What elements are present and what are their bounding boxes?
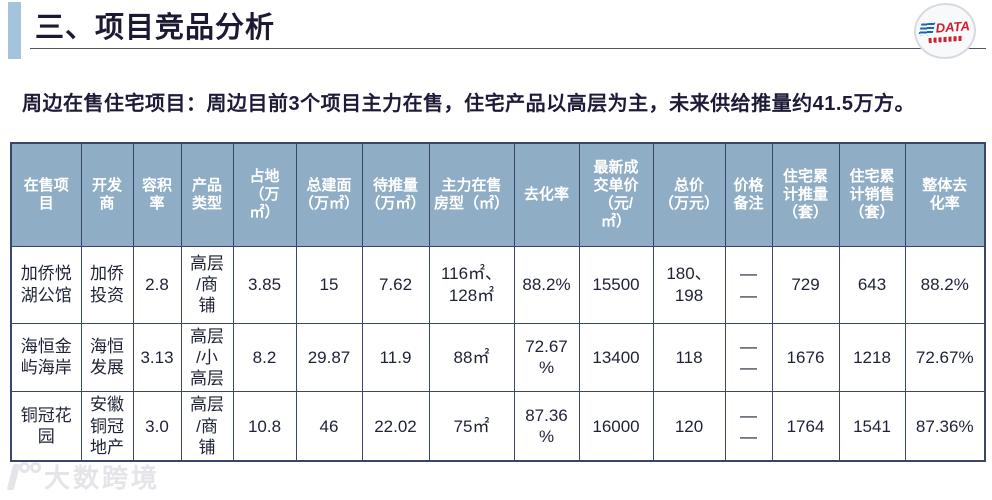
table-cell: 16000 (578, 391, 654, 462)
table-cell: 3.13 (132, 322, 182, 393)
table-cell: 116㎡、 128㎡ (428, 245, 515, 324)
table-cell: 1541 (838, 391, 906, 462)
table-cell: 87.36 % (513, 391, 580, 462)
table-cell: 643 (838, 245, 906, 324)
table-cell: 120 (652, 391, 726, 462)
table-cell: 1764 (771, 391, 840, 462)
table-cell: 118 (652, 322, 726, 393)
table-cell: 1218 (838, 322, 906, 393)
column-header: 待推量 （万㎡） (361, 142, 430, 247)
column-header: 产品 类型 (180, 142, 234, 247)
column-header: 总建面 （万㎡） (295, 142, 363, 247)
watermark: 大数跨境 (6, 458, 160, 495)
logo-text: DATA (935, 18, 971, 36)
table-row: 海恒金 屿海岸 海恒 发展 3.13 高层 /小 高层 8.2 29.87 11.9 88㎡ 7… (10, 322, 986, 393)
table-cell: 729 (771, 245, 840, 324)
table-row: 铜冠花 园安徽 铜冠 地产 3.0 高层 /商 铺 10.8 46 22.02 75㎡ 87.… (10, 391, 986, 462)
table-cell: 高层 /小 高层 (180, 322, 234, 393)
watermark-100-icon (6, 461, 41, 492)
column-header: 容积 率 (132, 142, 182, 247)
column-header: 去化率 (513, 142, 580, 247)
table-cell: 15500 (578, 245, 654, 324)
table-cell: 88㎡ (428, 322, 515, 393)
logo-stripes-icon (918, 22, 936, 36)
table-cell: 8.2 (232, 322, 297, 393)
table-cell: 72.67% (904, 322, 986, 393)
table-cell: 加侨 投资 (80, 245, 134, 324)
competitor-table: 在售项 目开发 商容积 率产品 类型 占地 （万 ㎡） 总建面 （万㎡） 待推量 （万… (10, 142, 986, 462)
column-header: 最新成 交单价 （元/ ㎡） (578, 142, 654, 247)
column-header: 占地 （万 ㎡） (232, 142, 297, 247)
table-cell: 15 (295, 245, 363, 324)
column-header: 在售项 目 (10, 142, 82, 247)
column-header: 总价 （万元） (652, 142, 726, 247)
table-cell: — — (724, 391, 773, 462)
slide-subtitle: 周边在售住宅项目：周边目前3个项目主力在售，住宅产品以高层为主，未来供给推量约4… (22, 93, 916, 115)
table-cell: 22.02 (361, 391, 430, 462)
table-cell: 46 (295, 391, 363, 462)
table-cell: — — (724, 322, 773, 393)
table-cell: 3.85 (232, 245, 297, 324)
table-cell: — — (724, 245, 773, 324)
table-cell: 29.87 (295, 322, 363, 393)
table-cell: 10.8 (232, 391, 297, 462)
title-accent-bar (8, 2, 21, 59)
table-cell: 海恒金 屿海岸 (10, 322, 82, 393)
table-cell: 7.62 (361, 245, 430, 324)
column-header: 主力在售 房型（㎡） (428, 142, 515, 247)
table-cell: 高层 /商 铺 (180, 391, 234, 462)
table-cell: 2.8 (132, 245, 182, 324)
table-cell: 180、 198 (652, 245, 726, 324)
column-header: 开发 商 (80, 142, 134, 247)
column-header: 整体去 化率 (904, 142, 986, 247)
table-cell: 海恒 发展 (80, 322, 134, 393)
table-cell: 铜冠花 园 (10, 391, 82, 462)
competitor-table-wrap: 在售项 目开发 商容积 率产品 类型 占地 （万 ㎡） 总建面 （万㎡） 待推量 （万… (10, 142, 986, 462)
table-cell: 72.67 % (513, 322, 580, 393)
table-cell: 高层 /商 铺 (180, 245, 234, 324)
table-cell: 75㎡ (428, 391, 515, 462)
table-cell: 13400 (578, 322, 654, 393)
column-header: 住宅累 计销售 （套） (838, 142, 906, 247)
table-cell: 1676 (771, 322, 840, 393)
page-title: 三、项目竞品分析 (35, 12, 276, 44)
table-cell: 安徽 铜冠 地产 (80, 391, 134, 462)
column-header: 价格 备注 (724, 142, 773, 247)
table-cell: 88.2% (904, 245, 986, 324)
table-cell: 3.0 (132, 391, 182, 462)
title-divider (30, 48, 986, 49)
table-cell: 11.9 (361, 322, 430, 393)
table-cell: 88.2% (513, 245, 580, 324)
table-header-row: 在售项 目开发 商容积 率产品 类型 占地 （万 ㎡） 总建面 （万㎡） 待推量 （万… (10, 142, 986, 247)
company-logo: DATA (912, 0, 978, 62)
watermark-brand: 大数跨境 (44, 463, 161, 493)
table-row: 加侨悦 湖公馆 加侨 投资 2.8 高层 /商 铺 3.85 15 7.62 116㎡、 12… (10, 245, 986, 324)
column-header: 住宅累 计推量 （套） (771, 142, 840, 247)
logo-tagline (928, 35, 963, 44)
table-cell: 87.36% (904, 391, 986, 462)
table-body: 加侨悦 湖公馆 加侨 投资 2.8 高层 /商 铺 3.85 15 7.62 116㎡、 12… (10, 245, 986, 462)
table-cell: 加侨悦 湖公馆 (10, 245, 82, 324)
